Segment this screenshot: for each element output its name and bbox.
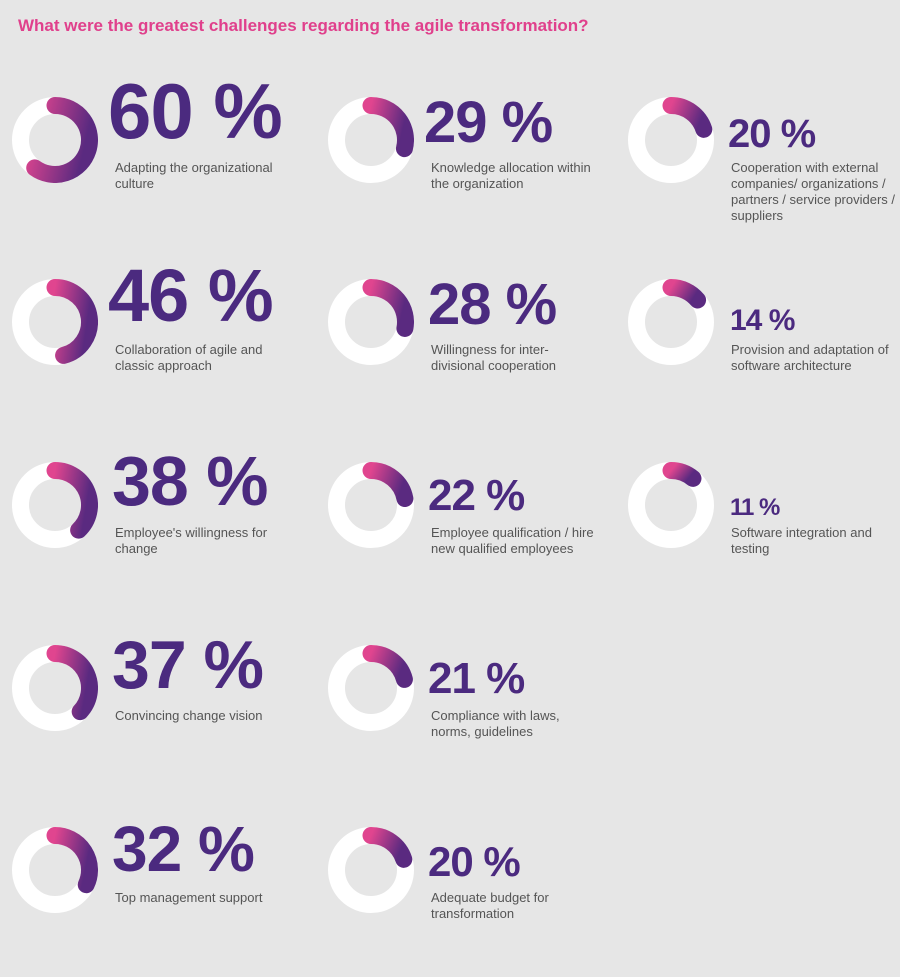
- percent-value: 38 %: [112, 442, 269, 520]
- donut-ring: [12, 97, 98, 183]
- percent-value: 11 %: [730, 494, 780, 521]
- percent-value: 21 %: [428, 654, 525, 703]
- donut-item: 20 % Cooperation with external companies…: [628, 97, 898, 247]
- donut-ring: [628, 279, 714, 365]
- challenge-label: Adequate budget for transformation: [431, 890, 549, 921]
- percent-value: 22 %: [428, 471, 525, 520]
- donut-arc: [46, 279, 98, 364]
- donut-ring: [328, 645, 414, 731]
- donut-ring: [628, 97, 714, 183]
- donut-item: 60 % Adapting the organizational culture: [12, 67, 283, 247]
- donut-arc: [662, 97, 713, 138]
- percent-value: 29 %: [424, 90, 553, 155]
- donut-item: 29 % Knowledge allocation within the org…: [328, 90, 598, 247]
- donut-item: 32 % Top management support: [12, 813, 282, 977]
- donut-arc: [46, 827, 98, 894]
- donut-item: 22 % Employee qualification / hire new q…: [328, 462, 598, 612]
- donut-arc: [362, 97, 414, 158]
- percent-value: 14 %: [730, 304, 795, 337]
- donut-arc: [362, 645, 413, 688]
- percent-value: 20 %: [728, 112, 816, 156]
- donut-ring: [12, 645, 98, 731]
- donut-ring: [12, 827, 98, 913]
- challenge-label: Top management support: [115, 890, 263, 905]
- challenge-label: Employee's willingness for change: [115, 525, 268, 556]
- donut-ring: [328, 279, 414, 365]
- donut-item: 21 % Compliance with laws, norms, guidel…: [328, 645, 598, 795]
- percent-value: 28 %: [428, 272, 557, 337]
- percent-value: 60 %: [108, 67, 283, 155]
- donut-ring: [328, 827, 414, 913]
- donut-arc: [662, 462, 702, 487]
- chart-title: What were the greatest challenges regard…: [18, 16, 589, 35]
- donut-item: 28 % Willingness for inter-divisional co…: [328, 272, 598, 429]
- donut-item: 14 % Provision and adaptation of softwar…: [628, 279, 898, 429]
- donut-item: 20 % Adequate budget for transformation: [328, 827, 598, 977]
- donut-arc: [362, 827, 413, 868]
- percent-value: 37 %: [112, 627, 264, 703]
- donut-arc: [46, 645, 98, 721]
- challenge-label: Collaboration of agile and classic appro…: [115, 342, 263, 373]
- challenge-label: Knowledge allocation within the organiza…: [431, 160, 591, 191]
- challenge-label: Cooperation with external companies/ org…: [731, 160, 896, 223]
- challenge-label: Employee qualification / hire new qualif…: [431, 525, 594, 556]
- challenge-label: Willingness for inter-divisional coopera…: [431, 342, 557, 373]
- donut-ring: [12, 462, 98, 548]
- donut-arc: [26, 97, 98, 183]
- percent-value: 32 %: [112, 813, 255, 885]
- challenge-label: Convincing change vision: [115, 708, 263, 723]
- challenge-label: Compliance with laws, norms, guidelines: [431, 708, 560, 739]
- donut-ring: [328, 97, 414, 183]
- percent-value: 46 %: [108, 254, 274, 337]
- donut-item: 11 % Software integration and testing: [628, 462, 898, 612]
- donut-ring: [12, 279, 98, 365]
- donut-arc: [362, 462, 414, 508]
- donut-arc: [46, 462, 98, 539]
- challenge-label: Adapting the organizational culture: [115, 160, 273, 191]
- donut-arc: [662, 279, 707, 309]
- donut-ring: [328, 462, 414, 548]
- challenge-label: Software integration and testing: [731, 525, 872, 556]
- donut-item: 46 % Collaboration of agile and classic …: [12, 254, 282, 429]
- donut-ring: [628, 462, 714, 548]
- donut-item: 38 % Employee's willingness for change: [12, 442, 282, 612]
- percent-value: 20 %: [428, 838, 521, 885]
- donut-item: 37 % Convincing change vision: [12, 627, 282, 795]
- challenge-label: Provision and adaptation of software arc…: [731, 342, 889, 373]
- donut-arc: [362, 279, 414, 337]
